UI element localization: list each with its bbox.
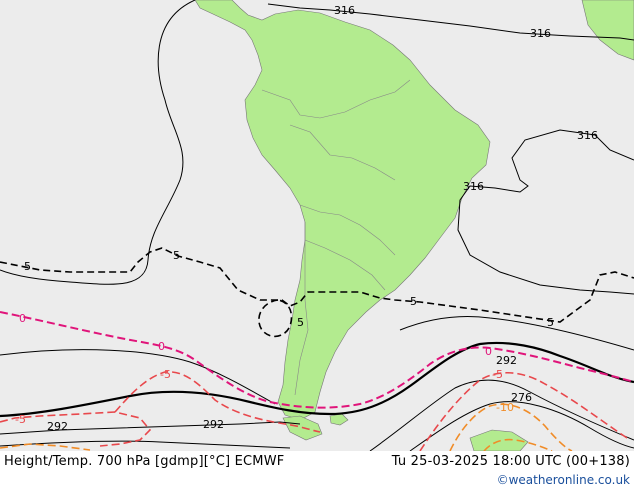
label-5-b: 5 (173, 249, 180, 262)
contour-292-west-thin (0, 349, 276, 405)
label-minus5-a: -5 (15, 413, 26, 426)
label-minus10: -10 (496, 401, 514, 414)
height-292-contours (0, 316, 634, 435)
valid-time: Tu 25-03-2025 18:00 UTC (00+138) (391, 454, 630, 469)
label-0-c: 0 (485, 345, 492, 358)
temp-5-main (0, 247, 634, 323)
label-276: 276 (511, 391, 532, 404)
map-title: Height/Temp. 700 hPa [gdmp][°C] ECMWF (4, 454, 285, 469)
contour-labels: 316 316 316 316 292 292 292 276 5 5 5 5 … (15, 4, 598, 433)
label-292-b: 292 (47, 420, 68, 433)
label-5-d: 5 (410, 295, 417, 308)
label-5-a: 5 (24, 260, 31, 273)
temp-minus10-west (0, 443, 91, 451)
contour-292-thick (0, 341, 634, 418)
label-5-c: 5 (297, 316, 304, 329)
temp-5-loop (258, 299, 293, 338)
contour-292-east-upper (399, 316, 634, 351)
label-5-e: 5 (547, 316, 554, 329)
temp-minus5-east (419, 371, 631, 451)
contour-316-top (267, 3, 634, 41)
temp-minus10-contours (0, 403, 573, 451)
temp-minus10-lower (483, 438, 553, 451)
temp-minus5-contours (0, 371, 631, 451)
label-minus5-b: -5 (160, 368, 171, 381)
height-316-contours (0, 0, 634, 295)
contour-292-lower (0, 421, 301, 435)
temp-minus5-mid (114, 371, 321, 433)
contour-260 (0, 440, 291, 449)
label-minus5-c: -5 (492, 368, 503, 381)
contour-316-closed-left (0, 0, 196, 285)
caribbean-island (581, 0, 634, 61)
label-316-b: 316 (530, 27, 551, 40)
label-292-a: 292 (496, 354, 517, 367)
south-america-landmass (194, 0, 491, 421)
temp-minus10-upper (449, 403, 573, 451)
credit-link[interactable]: ©weatheronline.co.uk (496, 473, 630, 487)
contour-268 (409, 401, 634, 451)
temp-minus5-west (0, 411, 152, 447)
label-316-a: 316 (334, 4, 355, 17)
label-292-c: 292 (203, 418, 224, 431)
label-0-a: 0 (19, 312, 26, 325)
height-276-contours (0, 379, 634, 451)
map-canvas: 316 316 316 316 292 292 292 276 5 5 5 5 … (0, 0, 634, 451)
label-0-b: 0 (158, 340, 165, 353)
map-footer: Height/Temp. 700 hPa [gdmp][°C] ECMWF Tu… (0, 451, 634, 490)
temp-5-contours (0, 247, 634, 338)
country-borders (261, 79, 411, 396)
land-layer (194, 0, 634, 451)
contour-276 (369, 379, 634, 451)
contour-316-east (457, 129, 634, 295)
label-316-c: 316 (577, 129, 598, 142)
label-316-d: 316 (463, 180, 484, 193)
